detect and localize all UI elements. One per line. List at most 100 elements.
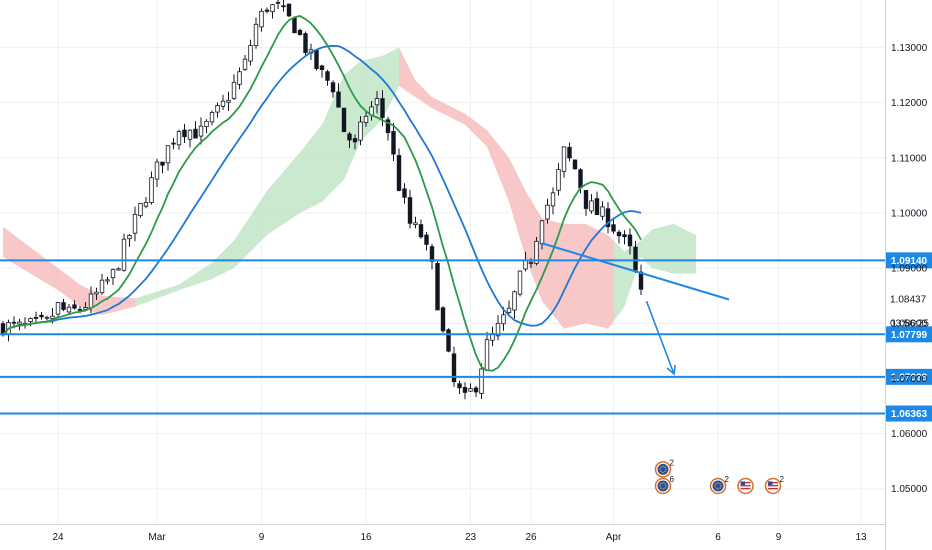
us-flag-icon[interactable] bbox=[737, 477, 754, 495]
candle[interactable] bbox=[105, 276, 110, 285]
candle[interactable] bbox=[347, 131, 352, 149]
candle[interactable] bbox=[413, 216, 418, 229]
candle[interactable] bbox=[616, 230, 622, 244]
candle[interactable] bbox=[517, 270, 523, 297]
projection-arrow[interactable] bbox=[645, 300, 677, 376]
candle[interactable] bbox=[391, 122, 396, 162]
candle[interactable] bbox=[545, 198, 550, 224]
candle[interactable] bbox=[622, 230, 627, 245]
candle[interactable] bbox=[292, 17, 297, 34]
candle[interactable] bbox=[39, 311, 44, 320]
candle[interactable] bbox=[121, 233, 127, 272]
trendline[interactable] bbox=[541, 242, 730, 301]
candle[interactable] bbox=[110, 268, 116, 285]
candle[interactable] bbox=[248, 39, 253, 66]
candle[interactable] bbox=[556, 163, 561, 196]
candle[interactable] bbox=[550, 187, 556, 215]
candle[interactable] bbox=[253, 17, 259, 49]
eu-flag-icon[interactable]: 6 bbox=[654, 475, 675, 495]
candle[interactable] bbox=[451, 346, 457, 387]
candle[interactable] bbox=[138, 203, 143, 218]
candle[interactable] bbox=[605, 202, 611, 234]
candle[interactable] bbox=[462, 382, 468, 400]
candlestick-series[interactable] bbox=[0, 0, 644, 400]
candle[interactable] bbox=[281, 0, 286, 12]
candle[interactable] bbox=[215, 102, 220, 118]
candle[interactable] bbox=[72, 300, 77, 310]
candle[interactable] bbox=[231, 74, 237, 101]
candle[interactable] bbox=[402, 183, 407, 204]
candle[interactable] bbox=[358, 116, 363, 146]
candle[interactable] bbox=[33, 311, 39, 323]
candle[interactable] bbox=[314, 49, 319, 71]
candle[interactable] bbox=[198, 117, 204, 145]
candle[interactable] bbox=[457, 380, 462, 395]
candle[interactable] bbox=[352, 134, 358, 150]
candle[interactable] bbox=[407, 189, 413, 229]
candle[interactable] bbox=[330, 80, 336, 98]
candle[interactable] bbox=[363, 111, 369, 127]
candle[interactable] bbox=[627, 228, 633, 255]
chart-drawings[interactable] bbox=[541, 242, 730, 376]
eu-flag-icon[interactable]: 2 bbox=[709, 475, 730, 495]
price-axis[interactable]: 1.13000 1.12000 1.11000 1.10000 1.09000 1.080… bbox=[890, 43, 929, 495]
candle[interactable] bbox=[446, 328, 451, 353]
candle[interactable] bbox=[512, 290, 517, 319]
candle[interactable] bbox=[611, 217, 616, 234]
candle[interactable] bbox=[473, 385, 479, 398]
candle[interactable] bbox=[44, 315, 50, 321]
candle[interactable] bbox=[132, 206, 138, 242]
candle[interactable] bbox=[424, 232, 429, 251]
candle[interactable] bbox=[561, 146, 567, 178]
candle[interactable] bbox=[182, 123, 187, 143]
candle[interactable] bbox=[61, 298, 66, 312]
candle[interactable] bbox=[226, 91, 231, 112]
candle[interactable] bbox=[341, 107, 347, 133]
candle[interactable] bbox=[589, 194, 594, 214]
candle[interactable] bbox=[319, 64, 325, 78]
candle[interactable] bbox=[275, 0, 281, 10]
candle[interactable] bbox=[583, 189, 589, 216]
candle[interactable] bbox=[600, 201, 605, 221]
candle[interactable] bbox=[66, 303, 72, 315]
candle[interactable] bbox=[209, 110, 215, 126]
horizontal-levels[interactable]: 1.09140 1.07799 1.07028 1.06363 bbox=[0, 252, 932, 422]
candle[interactable] bbox=[633, 240, 638, 274]
candle[interactable] bbox=[220, 94, 226, 111]
candle[interactable] bbox=[396, 148, 402, 192]
candle[interactable] bbox=[99, 273, 105, 295]
candle[interactable] bbox=[204, 119, 209, 134]
eu-flag-icon[interactable]: 2 bbox=[654, 458, 675, 478]
candle[interactable] bbox=[242, 54, 248, 71]
candle[interactable] bbox=[17, 318, 22, 331]
candle[interactable] bbox=[286, 3, 292, 18]
candle[interactable] bbox=[429, 243, 435, 270]
candle[interactable] bbox=[297, 28, 303, 36]
candle[interactable] bbox=[143, 197, 149, 209]
candle[interactable] bbox=[325, 69, 330, 86]
candle[interactable] bbox=[479, 363, 484, 400]
candle[interactable] bbox=[440, 306, 446, 333]
candle[interactable] bbox=[154, 158, 160, 187]
us-flag-icon[interactable]: 2 bbox=[764, 475, 785, 495]
candle[interactable] bbox=[193, 121, 198, 139]
candle[interactable] bbox=[187, 129, 193, 148]
candle[interactable] bbox=[94, 287, 99, 300]
candle[interactable] bbox=[149, 171, 154, 205]
candle[interactable] bbox=[435, 259, 440, 311]
candle[interactable] bbox=[501, 307, 506, 331]
candle[interactable] bbox=[385, 116, 391, 141]
candle[interactable] bbox=[171, 138, 176, 150]
candle[interactable] bbox=[259, 8, 264, 32]
candle[interactable] bbox=[418, 219, 424, 239]
candle[interactable] bbox=[567, 142, 572, 162]
candle[interactable] bbox=[116, 267, 121, 271]
candle[interactable] bbox=[176, 129, 182, 150]
candle[interactable] bbox=[468, 383, 473, 393]
candle[interactable] bbox=[495, 315, 501, 341]
candle[interactable] bbox=[165, 145, 171, 171]
time-axis[interactable]: 24 Mar 9 16 23 26 Apr 6 9 13 bbox=[52, 532, 867, 543]
candle[interactable] bbox=[594, 191, 600, 216]
candle[interactable] bbox=[506, 300, 512, 315]
